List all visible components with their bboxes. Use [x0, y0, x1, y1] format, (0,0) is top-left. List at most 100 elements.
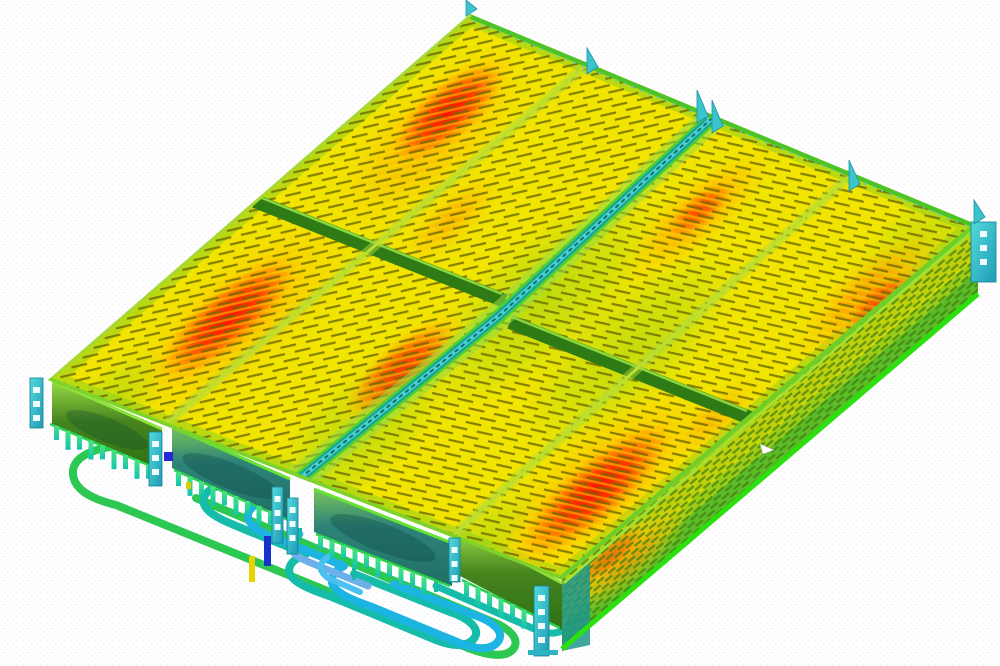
block-face-shade — [65, 410, 149, 450]
fin-tooth — [318, 536, 323, 549]
bracket-hole — [33, 415, 40, 421]
stack-bottom-lip — [560, 292, 980, 651]
spine-rail-bolt-dashes — [270, 117, 713, 503]
fin-tooth — [256, 505, 262, 525]
front-corner-bracket — [533, 585, 550, 657]
sensor-post-yellow — [249, 556, 255, 582]
bracket-hole — [538, 609, 545, 615]
bracket-hole — [451, 547, 458, 553]
fin-tooth — [487, 593, 492, 608]
sensor-chip-blue — [164, 452, 173, 461]
bracket-hole — [980, 231, 987, 237]
bracket-hole — [538, 637, 545, 643]
fin-tooth — [352, 549, 358, 568]
column-seam — [151, 60, 591, 438]
fin-tooth — [88, 440, 94, 460]
fin-tooth — [222, 491, 227, 506]
bracket-hole — [980, 245, 987, 251]
bracket-hole — [538, 595, 545, 601]
block-face-shade — [182, 453, 280, 499]
block-face-2 — [172, 426, 290, 520]
row-seam-right-highlight — [506, 313, 748, 413]
fin-tooth — [421, 577, 427, 596]
fin-tooth — [510, 604, 515, 619]
sensor-chip-yellow — [186, 482, 191, 489]
bracket-hole — [980, 259, 987, 265]
bracket-hole — [152, 469, 159, 475]
bracket-hole — [274, 496, 281, 502]
fin-tooth — [375, 559, 381, 577]
fin-tooth — [498, 598, 504, 618]
layer-stack-dashes — [562, 225, 978, 651]
edge-tab — [848, 159, 861, 192]
bracket-hole — [33, 387, 40, 393]
fin-tooth — [65, 430, 71, 450]
fin-tooth — [233, 496, 239, 516]
fin-tooth — [268, 510, 273, 525]
corner-bracket-left — [29, 377, 44, 429]
block-face-1 — [52, 380, 162, 472]
fin-tooth — [387, 563, 392, 577]
side-face-right — [560, 225, 980, 651]
fin-tooth — [364, 554, 369, 568]
block-face-3 — [314, 488, 452, 586]
bracket-hole — [289, 521, 296, 527]
row-seam-left — [252, 194, 508, 308]
teeth-rail — [315, 532, 451, 588]
posts-and-sensors — [164, 452, 271, 582]
fin-tooth — [464, 582, 469, 596]
mounting-bracket — [148, 431, 163, 487]
brackets-and-tabs — [29, 0, 997, 657]
bracket-hole — [538, 623, 545, 629]
bracket-hole — [289, 507, 296, 513]
bracket-foot — [528, 650, 558, 655]
bracket-hole — [274, 524, 281, 530]
bracket-hole — [451, 575, 458, 581]
10 — [318, 536, 427, 596]
spine-end-tab-a — [696, 89, 709, 124]
fin-tooth — [199, 481, 204, 496]
edge-tab — [586, 46, 599, 75]
bracket-hole — [33, 401, 40, 407]
bracket-hole — [274, 510, 281, 516]
spine-bracket-b — [286, 497, 299, 555]
fin-tooth — [54, 426, 59, 440]
spine-end-tab-b — [711, 99, 724, 134]
overlay — [759, 443, 775, 455]
cursor-arrow — [759, 443, 775, 455]
fin-tooth — [176, 472, 181, 486]
sensor-post-blue — [264, 536, 271, 566]
column-seam — [446, 170, 856, 542]
edge-band-back-left — [48, 14, 472, 383]
fin-tooth — [245, 500, 250, 515]
fin-tooth — [341, 545, 346, 559]
bracket-plate — [448, 537, 461, 583]
edge-tab — [465, 0, 478, 17]
fin-tooth — [146, 464, 151, 479]
block-face-lip — [51, 379, 163, 431]
9 — [54, 426, 151, 479]
fin-tooth — [134, 459, 140, 479]
corner-bracket-right — [970, 221, 997, 283]
fin-tooth — [77, 435, 82, 450]
fin-tooth — [410, 572, 415, 586]
fin-tooth — [100, 445, 105, 460]
corner-tab — [973, 198, 986, 225]
pipe-loop-teal — [199, 480, 481, 649]
bracket-hole — [152, 441, 159, 447]
pipe-loop-cyan — [243, 498, 505, 653]
pipe-loop-skyblue-2 — [317, 553, 363, 595]
fin-tooth — [521, 609, 527, 629]
fin-tooth — [210, 486, 216, 506]
spine-bracket-a — [271, 486, 284, 544]
stack-top-lip — [563, 227, 977, 584]
fin-tooth — [475, 587, 481, 607]
block-face-shade — [330, 514, 436, 562]
bracket-hole — [152, 455, 159, 461]
fin-dashes-left — [48, 14, 712, 540]
fin-tooth — [398, 568, 404, 587]
seams-and-rails — [148, 58, 858, 544]
block-face-lip — [313, 487, 453, 545]
